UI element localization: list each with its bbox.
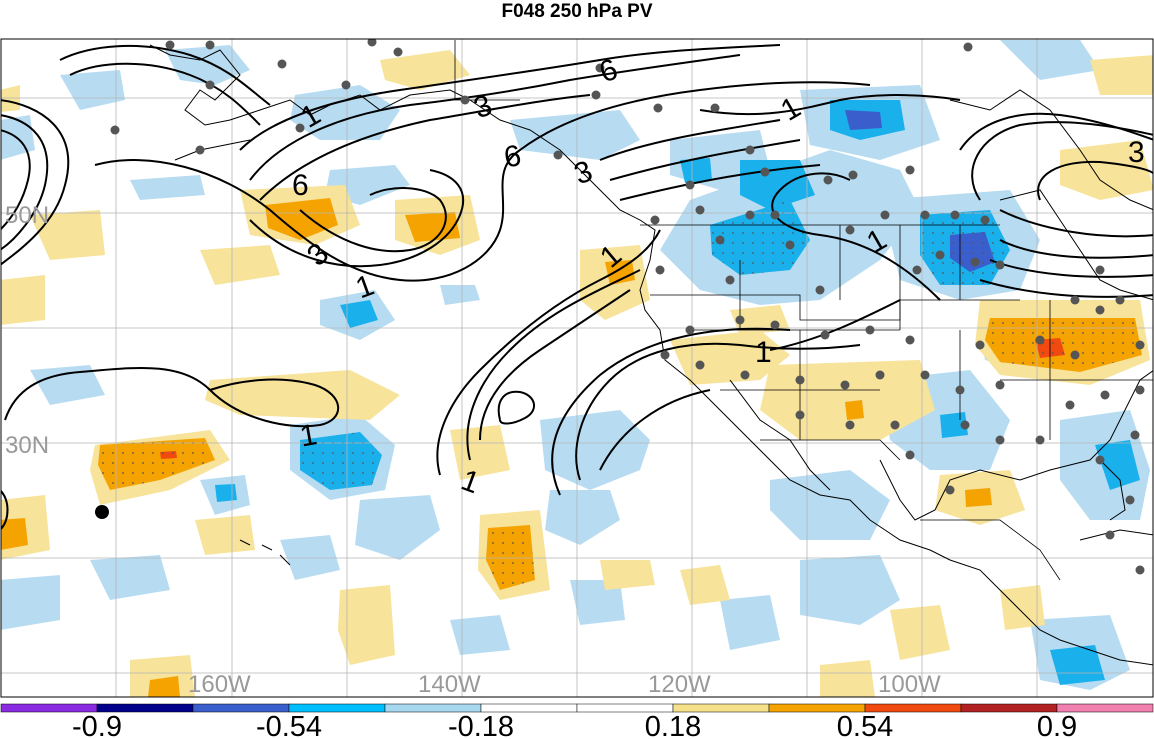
colorbar xyxy=(0,703,1154,713)
latitude-labels: 50N 30N xyxy=(5,202,49,459)
lon-label-120w: 120W xyxy=(648,671,711,698)
lon-label-160w: 160W xyxy=(188,671,251,698)
svg-text:3: 3 xyxy=(1128,136,1145,169)
longitude-labels: 160W 140W 120W 100W xyxy=(188,671,941,698)
svg-text:6: 6 xyxy=(502,139,524,174)
lon-label-140w: 140W xyxy=(418,671,481,698)
stipple-overlay xyxy=(98,200,1142,590)
plot-frame xyxy=(0,38,1154,698)
colorbar-labels: -0.9 -0.54 -0.18 0.18 0.54 0.9 xyxy=(72,711,1077,739)
graticule xyxy=(1,39,1153,697)
svg-text:1: 1 xyxy=(297,418,319,453)
colorbar-swatch xyxy=(1056,703,1154,713)
pv-contours xyxy=(1,44,1153,531)
svg-text:6: 6 xyxy=(292,169,309,202)
colorbar-label: 0.18 xyxy=(645,711,701,739)
observation-sites xyxy=(110,39,1145,575)
lon-label-100w: 100W xyxy=(878,671,941,698)
map-title: F048 250 hPa PV xyxy=(501,1,653,22)
colorbar-label: -0.54 xyxy=(256,711,322,739)
colorbar-label: -0.9 xyxy=(72,711,122,739)
svg-text:1: 1 xyxy=(755,336,772,369)
lat-label-50n: 50N xyxy=(5,202,49,229)
colorbar-label: 0.54 xyxy=(837,711,893,739)
marker-point xyxy=(95,505,109,519)
colorbar-label: -0.18 xyxy=(448,711,514,739)
lat-label-30n: 30N xyxy=(5,432,49,459)
colorbar-label: 0.9 xyxy=(1037,711,1077,739)
